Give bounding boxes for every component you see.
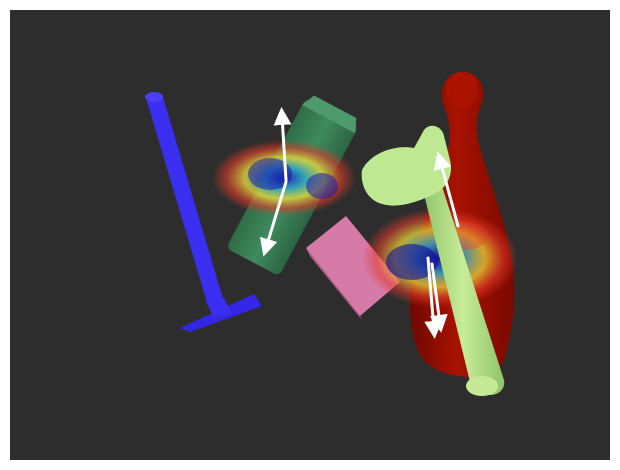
scene-canvas bbox=[10, 10, 610, 460]
scene-background bbox=[10, 10, 610, 460]
motion-arrows bbox=[259, 107, 460, 339]
pink-block bbox=[306, 216, 400, 320]
heatmap-left bbox=[212, 140, 356, 216]
arrow-down-left bbox=[259, 180, 288, 257]
arrow-up-left bbox=[273, 107, 292, 182]
blue-mallet bbox=[145, 92, 262, 332]
arrow-down-right-b bbox=[429, 262, 448, 333]
arrow-up-right bbox=[433, 151, 460, 228]
scene-viewport bbox=[10, 10, 610, 460]
light-green-hammer bbox=[361, 125, 505, 396]
